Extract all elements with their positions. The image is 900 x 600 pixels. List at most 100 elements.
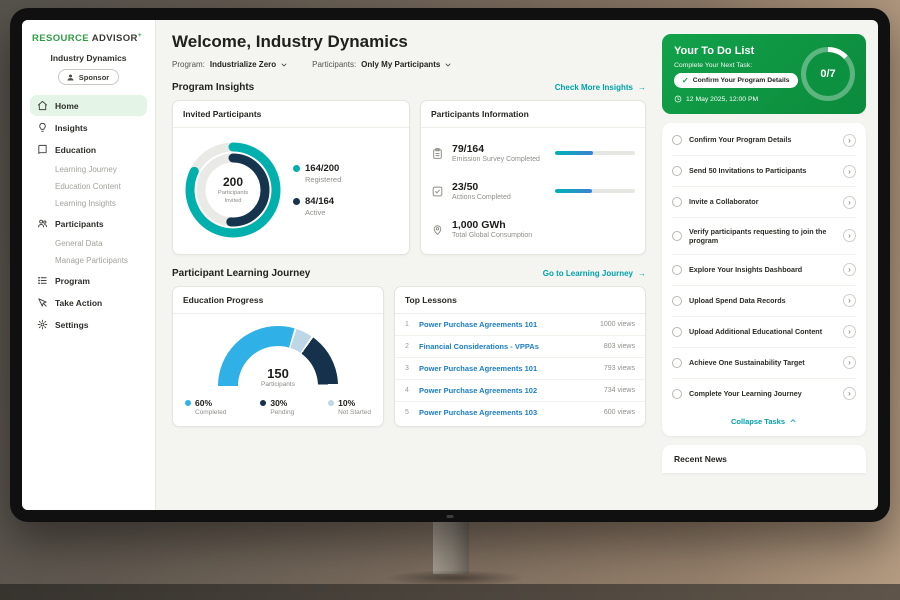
main-content: Welcome, Industry Dynamics Program: Indu…: [156, 20, 656, 510]
task-row[interactable]: Invite a Collaborator ›: [672, 187, 856, 218]
survey-icon: [431, 147, 444, 160]
sidebar-item-learning-journey[interactable]: Learning Journey: [55, 165, 117, 175]
lesson-row: 4 Power Purchase Agreements 102 734 view…: [395, 380, 645, 402]
go-to-learning-journey-link[interactable]: Go to Learning Journey →: [542, 269, 646, 278]
program-select[interactable]: Industrialize Zero: [210, 60, 288, 69]
chevron-down-icon: [281, 63, 287, 66]
task-checkbox[interactable]: [672, 357, 682, 368]
task-checkbox[interactable]: [672, 326, 682, 337]
chevron-right-icon[interactable]: ›: [843, 387, 856, 401]
people-icon: [37, 218, 48, 229]
todo-panel: Your To Do List Complete Your Next Task:…: [656, 20, 878, 510]
lesson-row: 2 Financial Considerations - VPPAs 803 v…: [395, 336, 645, 358]
legend-dot-pending: [260, 400, 267, 406]
sidebar-item-education[interactable]: Education: [30, 139, 147, 160]
desk-edge: [0, 584, 900, 600]
chevron-right-icon[interactable]: ›: [843, 263, 856, 277]
sidebar-item-education-content[interactable]: Education Content: [55, 182, 121, 192]
sidebar-item-participants[interactable]: Participants: [30, 213, 147, 234]
participants-information-card: Participants Information 79/164 Emission…: [420, 100, 646, 255]
due-date: 12 May 2025, 12:00 PM: [674, 95, 854, 103]
gauge-center-value: 150: [267, 366, 289, 381]
lesson-row: 5 Power Purchase Agreements 103 600 view…: [405, 408, 635, 417]
chevron-right-icon[interactable]: ›: [843, 325, 856, 339]
org-name: Industry Dynamics: [50, 53, 127, 64]
sidebar-item-home[interactable]: Home: [30, 95, 147, 117]
task-row[interactable]: Explore Your Insights Dashboard ›: [672, 255, 856, 286]
sidebar-item-settings[interactable]: Settings: [30, 314, 147, 335]
legend-dot-completed: [185, 400, 191, 406]
task-row[interactable]: Upload Additional Educational Content ›: [672, 317, 856, 348]
sidebar-item-take-action[interactable]: Take Action: [30, 292, 147, 313]
chevron-right-icon[interactable]: ›: [843, 133, 856, 147]
task-row[interactable]: Confirm Your Program Details ›: [672, 125, 856, 156]
task-checkbox[interactable]: [672, 295, 682, 306]
page-title: Welcome, Industry Dynamics: [172, 32, 408, 51]
task-row[interactable]: Upload Spend Data Records ›: [672, 286, 856, 317]
dashboard-screen: RESOURCE ADVISOR+ Industry Dynamics Spon…: [22, 20, 878, 510]
sponsor-badge: Sponsor: [57, 69, 120, 86]
sidebar-item-insights[interactable]: Insights: [30, 117, 147, 138]
lesson-row: 1 Power Purchase Agreements 101 1000 vie…: [395, 314, 645, 336]
lesson-link[interactable]: Financial Considerations - VPPAs: [419, 342, 539, 351]
gear-icon: [37, 319, 48, 330]
participants-filter-label: Participants:: [312, 60, 357, 69]
arrow-right-icon: →: [638, 269, 646, 278]
gauge-legend: 60% Completed 30% Pending 10% Not Starte…: [173, 392, 383, 426]
todo-task-list: Confirm Your Program Details › Send 50 I…: [662, 123, 866, 436]
task-checkbox[interactable]: [672, 197, 682, 207]
task-checkbox[interactable]: [672, 166, 682, 176]
book-icon: [37, 144, 48, 155]
monitor-bezel: RESOURCE ADVISOR+ Industry Dynamics Spon…: [10, 8, 890, 522]
sidebar: RESOURCE ADVISOR+ Industry Dynamics Spon…: [22, 20, 156, 510]
task-checkbox[interactable]: [672, 264, 682, 275]
task-checkbox[interactable]: [672, 135, 682, 145]
legend-dot-active: [293, 198, 300, 205]
cursor-click-icon: [37, 297, 48, 308]
legend-dot-not-started: [328, 400, 335, 406]
checklist-icon: [431, 185, 444, 198]
recent-news-header: Recent News: [662, 444, 866, 473]
task-row[interactable]: Complete Your Learning Journey ›: [672, 379, 856, 409]
consumption-row: 1,000 GWh Total Global Consumption: [431, 219, 635, 239]
todo-summary-card: Your To Do List Complete Your Next Task:…: [662, 34, 866, 114]
chevron-right-icon[interactable]: ›: [843, 229, 856, 243]
task-row[interactable]: Send 50 Invitations to Participants ›: [672, 156, 856, 187]
chevron-right-icon[interactable]: ›: [843, 195, 856, 209]
education-gauge-wrap: 150 Participants: [218, 326, 338, 388]
location-pin-icon: [431, 223, 444, 236]
sidebar-item-general-data[interactable]: General Data: [55, 239, 103, 249]
sidebar-item-program[interactable]: Program: [30, 270, 147, 291]
check-more-insights-link[interactable]: Check More Insights →: [554, 83, 646, 92]
check-icon: ✓: [682, 76, 689, 85]
arrow-right-icon: →: [638, 83, 646, 92]
lesson-link[interactable]: Power Purchase Agreements 101: [419, 364, 538, 373]
gauge-center-label: Participants: [261, 381, 295, 388]
task-checkbox[interactable]: [672, 230, 682, 241]
actions-completed-row: 23/50 Actions Completed: [431, 181, 635, 201]
filter-bar: Program: Industrialize Zero Participants…: [172, 60, 646, 69]
sidebar-item-manage-participants[interactable]: Manage Participants: [55, 256, 128, 266]
list-icon: [37, 275, 48, 286]
task-row[interactable]: Achieve One Sustainability Target ›: [672, 348, 856, 379]
chevron-right-icon[interactable]: ›: [843, 356, 856, 370]
home-icon: [37, 100, 48, 111]
lightbulb-icon: [37, 122, 48, 133]
collapse-tasks-button[interactable]: Collapse Tasks: [672, 409, 856, 434]
top-lessons-card: Top Lessons 1 Power Purchase Agreements …: [394, 286, 646, 427]
learning-journey-title: Participant Learning Journey: [172, 268, 311, 279]
chevron-right-icon[interactable]: ›: [843, 164, 856, 178]
lesson-link[interactable]: Power Purchase Agreements 102: [419, 386, 538, 395]
task-row[interactable]: Verify participants requesting to join t…: [672, 218, 856, 255]
monitor-stand: [433, 520, 469, 574]
lesson-link[interactable]: Power Purchase Agreements 101: [419, 320, 538, 329]
chevron-right-icon[interactable]: ›: [843, 294, 856, 308]
todo-progress-ring: 0/7: [801, 47, 855, 101]
task-checkbox[interactable]: [672, 388, 682, 399]
sidebar-item-learning-insights[interactable]: Learning Insights: [55, 199, 116, 209]
next-task-pill: ✓ Confirm Your Program Details: [674, 73, 798, 88]
education-progress-card: Education Progress 150 Participants 60% …: [172, 286, 384, 427]
lesson-link[interactable]: Power Purchase Agreements 103: [419, 408, 538, 417]
chevron-up-icon: [790, 419, 796, 423]
participants-select[interactable]: Only My Participants: [361, 60, 452, 69]
